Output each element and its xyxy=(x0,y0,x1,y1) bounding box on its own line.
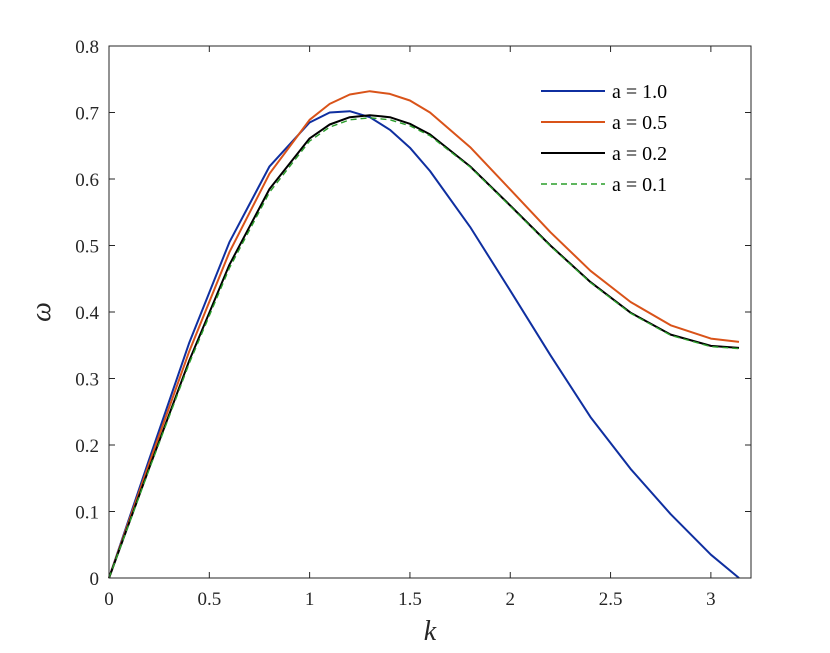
axes: 0 0.5 1 1.5 2 2.5 3 0 0.1 0.2 0.3 0.4 0.5 0.6 0.7 0.8 xyxy=(75,37,752,610)
y-tick-label: 0.1 xyxy=(75,503,99,524)
x-tick-label: 3 xyxy=(706,589,716,610)
x-axis-label: k xyxy=(424,616,437,647)
legend-label-3: a = 0.2 xyxy=(612,143,667,165)
x-tick-label: 0.5 xyxy=(197,589,221,610)
series-line-1 xyxy=(108,110,740,579)
x-tick-label: 2 xyxy=(506,589,516,610)
y-axis-label: ω xyxy=(26,302,57,322)
x-tick-label: 1.5 xyxy=(398,589,422,610)
y-tick-label: 0.3 xyxy=(75,370,99,391)
y-tick-label: 0.5 xyxy=(75,237,99,258)
y-tick-label: 0.4 xyxy=(75,303,99,324)
y-tick-label: 0.6 xyxy=(75,170,99,191)
series-line-4 xyxy=(108,117,740,579)
legend: a = 1.0 a = 0.5 a = 0.2 a = 0.1 xyxy=(541,81,667,196)
y-tick-label: 0.2 xyxy=(75,436,99,457)
legend-label-2: a = 0.5 xyxy=(612,112,667,134)
y-tick-label: 0.8 xyxy=(75,37,99,58)
series-line-2 xyxy=(108,90,740,579)
legend-label-4: a = 0.1 xyxy=(612,174,667,196)
y-tick-label: 0 xyxy=(90,569,100,590)
x-tick-label: 0 xyxy=(104,589,114,610)
x-tick-label: 2.5 xyxy=(599,589,623,610)
y-tick-label: 0.7 xyxy=(75,104,99,125)
x-tick-label: 1 xyxy=(305,589,315,610)
legend-label-1: a = 1.0 xyxy=(612,81,667,103)
plot-area xyxy=(108,90,740,579)
